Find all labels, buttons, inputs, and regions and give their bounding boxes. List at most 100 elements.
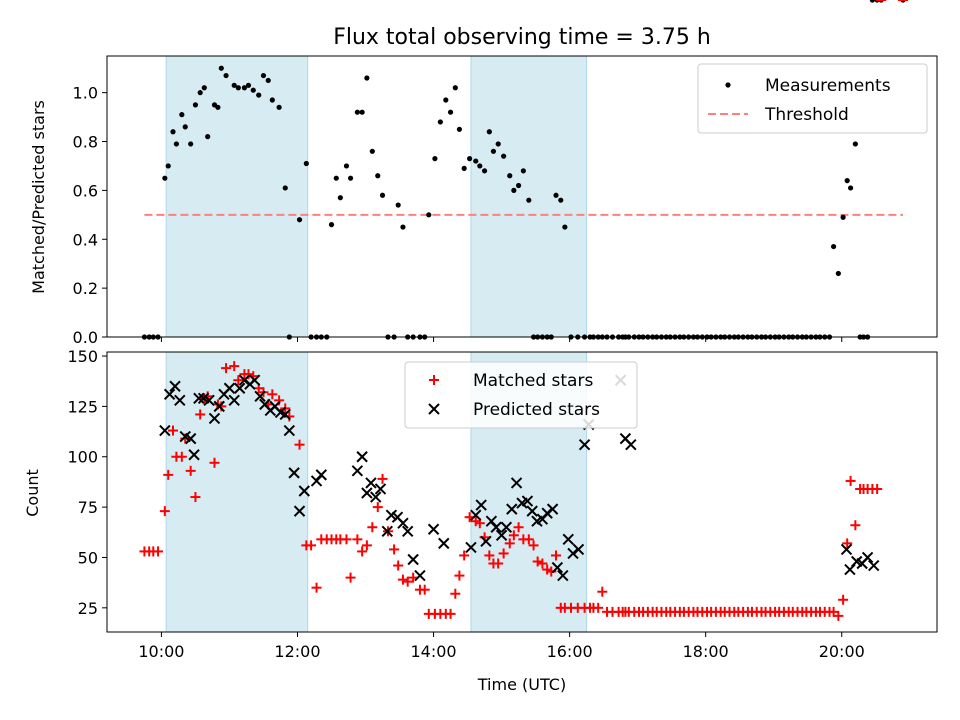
matched-star-point xyxy=(419,584,430,595)
measurement-point xyxy=(303,160,309,167)
measurement-point xyxy=(447,109,454,115)
matched-star-point xyxy=(445,608,456,619)
legend-measurements-label: Measurements xyxy=(765,76,891,96)
predicted-star-point xyxy=(840,543,853,556)
measurement-point xyxy=(443,97,449,103)
predicted-star-point xyxy=(188,449,200,461)
measurement-point xyxy=(379,192,386,198)
top-shaded-interval-2 xyxy=(470,55,588,338)
predicted-x-b xyxy=(159,424,171,437)
xtick-label: 14:00 xyxy=(411,642,457,661)
measurement-point xyxy=(223,72,229,79)
bottom-ytick-label: 75 xyxy=(78,498,98,517)
matched-star-point xyxy=(377,473,388,484)
matched-star-point xyxy=(267,389,278,400)
predicted-star-point xyxy=(572,543,585,556)
measurement-point xyxy=(847,185,854,191)
predicted-star-point xyxy=(184,432,197,445)
top-panel: 0.0 0.2 0.4 0.6 0.8 1.0 Measurements Threshold xyxy=(73,0,938,347)
matched-star-point xyxy=(393,560,404,571)
predicted-x-b xyxy=(213,400,225,413)
matched-star-point xyxy=(153,546,164,557)
predicted-x-b xyxy=(365,477,377,489)
measurement-point xyxy=(197,90,203,96)
bottom-legend: Matched stars Predicted stars xyxy=(404,361,638,429)
bottom-ytick-label: 125 xyxy=(67,397,98,416)
measurement-point xyxy=(840,214,846,220)
predicted-star-point xyxy=(381,525,394,537)
top-ytick-label: 0.8 xyxy=(73,133,98,152)
matched-star-point xyxy=(528,540,539,551)
matched-star-point xyxy=(190,492,201,503)
measurement-point xyxy=(844,178,850,184)
predicted-x-b xyxy=(851,555,863,568)
predicted-star-point xyxy=(293,505,306,517)
predicted-star-point xyxy=(361,487,373,499)
predicted-star-point xyxy=(203,394,215,407)
measurement-point xyxy=(400,224,406,230)
predicted-x-b xyxy=(578,438,591,451)
measurement-point xyxy=(830,243,837,250)
chart-title: Flux total observing time = 3.75 h xyxy=(333,25,711,50)
matched-star-point xyxy=(233,375,244,386)
bottom-ytick-label: 100 xyxy=(67,448,98,467)
measurement-point xyxy=(359,109,365,115)
measurement-point xyxy=(426,212,432,218)
measurement-point xyxy=(235,85,241,91)
measurement-point xyxy=(869,0,875,3)
measurement-point xyxy=(269,97,275,103)
measurement-point xyxy=(456,126,463,132)
predicted-x-b xyxy=(259,398,271,411)
measurement-point xyxy=(205,134,211,140)
predicted-x-b xyxy=(470,509,482,521)
predicted-star-point xyxy=(374,483,387,495)
predicted-star-point xyxy=(397,517,409,529)
predicted-star-point xyxy=(213,400,225,413)
matched-star-point xyxy=(341,534,352,545)
measurement-point xyxy=(347,175,354,181)
matched-star-point xyxy=(493,558,504,569)
matched-star-point xyxy=(498,548,509,559)
matched-star-point xyxy=(367,522,378,533)
predicted-x-b xyxy=(551,561,564,574)
matched-star-point xyxy=(185,465,196,476)
predicted-x-b xyxy=(293,505,306,517)
matched-star-point xyxy=(221,363,232,374)
predicted-star-point xyxy=(298,485,311,497)
measurement-point xyxy=(282,185,288,191)
predicted-x-b xyxy=(179,430,191,443)
measurement-point xyxy=(369,148,375,154)
matched-star-point xyxy=(833,610,844,621)
predicted-x-b xyxy=(197,392,210,405)
predicted-star-point xyxy=(465,541,477,554)
predicted-star-point xyxy=(279,408,291,421)
top-shaded-interval-1 xyxy=(165,55,309,338)
predicted-star-point xyxy=(506,503,518,515)
top-ytick-label: 1.0 xyxy=(73,84,98,103)
predicted-x-b xyxy=(397,517,409,529)
predicted-x-b xyxy=(274,406,287,419)
matched-star-point xyxy=(195,409,206,420)
measurement-point xyxy=(507,173,513,179)
predicted-x-b xyxy=(169,380,181,392)
predicted-x-b xyxy=(427,523,440,535)
measurement-point xyxy=(501,153,507,159)
bottom-ytick-label: 25 xyxy=(78,599,98,618)
measurement-point xyxy=(218,65,224,71)
predicted-star-point xyxy=(163,388,176,401)
predicted-x-b xyxy=(495,529,508,542)
predicted-x-b xyxy=(193,392,205,405)
legend-predicted-label: Predicted stars xyxy=(473,400,600,420)
predicted-x-b xyxy=(315,469,328,481)
matched-star-point xyxy=(397,574,408,585)
predicted-x-b xyxy=(385,509,398,521)
measurement-point xyxy=(245,82,252,88)
predicted-star-point xyxy=(500,521,513,533)
legend-threshold-label: Threshold xyxy=(764,105,849,125)
matched-star-point xyxy=(523,534,534,545)
predicted-x-b xyxy=(510,477,523,489)
measurement-point xyxy=(495,141,501,147)
predicted-star-point xyxy=(223,382,236,394)
top-legend: Measurements Threshold xyxy=(697,63,928,134)
matched-star-point xyxy=(842,538,853,549)
